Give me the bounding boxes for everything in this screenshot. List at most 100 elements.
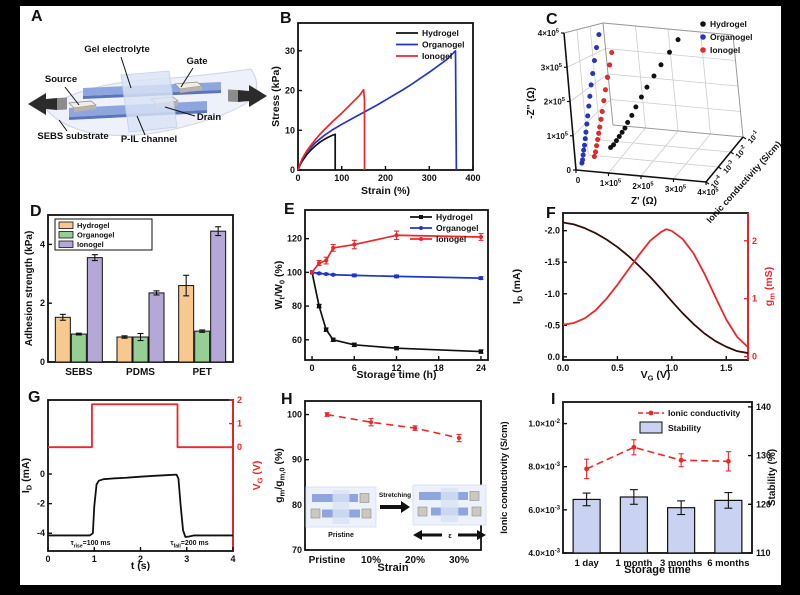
callouts: Gel electrolyte Gate Source Drain SEBS subst… [37, 44, 221, 145]
svg-text:P-IL channel: P-IL channel [121, 134, 177, 145]
svg-text:Strain: Strain [377, 562, 408, 574]
svg-text:6: 6 [352, 363, 357, 373]
svg-text:140: 140 [756, 402, 771, 412]
x-axis-label: Strain (%) [361, 185, 410, 197]
svg-text:4×105: 4×105 [538, 29, 560, 39]
panel-c: C 0 1×105 2×105 3×105 4×105 0 1×105 2×105 3×105 4… [498, 8, 783, 225]
annotation: τrise=100 ms [71, 540, 111, 550]
svg-text:Gate: Gate [186, 56, 207, 67]
svg-text:0: 0 [567, 166, 572, 175]
svg-text:1.0: 1.0 [666, 363, 679, 373]
svg-text:110: 110 [756, 548, 771, 558]
svg-text:120: 120 [756, 499, 771, 509]
series [48, 403, 233, 538]
panel-i: I 4.0×10-3 6.0×10-3 8.0×10-3 1.0×10-2 110 120… [498, 385, 781, 585]
x-axis-label: t (s) [131, 560, 150, 572]
svg-text:18: 18 [434, 363, 444, 373]
svg-text:Hydrogel: Hydrogel [710, 19, 747, 29]
svg-text:1: 1 [752, 294, 757, 304]
svg-text:2: 2 [237, 395, 242, 405]
y-axis-label-right: VG (V) [251, 461, 265, 491]
y-axis-label: Stress (kPa) [270, 66, 282, 127]
svg-text:100: 100 [287, 267, 302, 277]
svg-text:0.0: 0.0 [557, 363, 570, 373]
x-tick-label: 10% [361, 555, 381, 566]
svg-text:Organogel: Organogel [77, 231, 115, 240]
x-axis-label: Storage time [624, 564, 691, 576]
svg-text:0: 0 [295, 173, 300, 183]
conductivity-line [584, 439, 731, 480]
svg-text:1×105: 1×105 [547, 131, 569, 141]
y-axis-label: gm/gm,0 (%) [273, 448, 287, 503]
svg-text:Ionogel: Ionogel [422, 51, 452, 61]
svg-text:8.0×10-3: 8.0×10-3 [528, 461, 560, 472]
svg-text:1: 1 [92, 554, 97, 564]
svg-text:10-4: 10-4 [708, 174, 724, 190]
svg-text:-Z'' (Ω): -Z'' (Ω) [526, 87, 537, 119]
axes: 0 6 12 18 24 60 80 100 120 [287, 209, 489, 373]
svg-text:10-2: 10-2 [733, 144, 749, 160]
y-axis-label-left: ID (mA) [511, 269, 525, 304]
svg-text:10: 10 [285, 125, 295, 135]
svg-text:1×105: 1×105 [600, 179, 622, 189]
axes: 4.0×10-3 6.0×10-3 8.0×10-3 1.0×10-2 110 120 13… [528, 401, 771, 559]
x-axis-label: Strain [377, 562, 408, 574]
svg-text:0: 0 [752, 352, 757, 362]
x-tick-label: 3 months [660, 558, 702, 569]
svg-text:-1.0: -1.0 [544, 289, 560, 299]
svg-text:Organogel: Organogel [422, 40, 465, 50]
svg-text:Hydrogel: Hydrogel [436, 212, 473, 222]
svg-text:τfall=200 ms: τfall=200 ms [170, 540, 208, 550]
y-axis-label-left: Ionic conductivity (S/cm) [499, 421, 510, 533]
axes: 0 1 2 3 4 0 -2 -4 0 1 2 [37, 395, 242, 564]
y-axis-label-right: Stability (%) [767, 449, 778, 506]
svg-text:130: 130 [756, 451, 771, 461]
svg-text:6 months: 6 months [707, 558, 749, 569]
svg-text:t (s): t (s) [131, 560, 150, 572]
x-tick-label: 20% [405, 555, 425, 566]
svg-text:0: 0 [40, 357, 45, 367]
svg-text:1 day: 1 day [574, 558, 599, 569]
svg-text:Ionogel: Ionogel [77, 240, 104, 249]
x-tick-label: Pristine [309, 555, 346, 566]
svg-text:30%: 30% [449, 555, 469, 566]
figure-canvas: A Gel electrolyte Gate Source Drain SEBS sub… [20, 6, 783, 585]
y-axis-label: Wt/W0 (%) [273, 261, 287, 310]
svg-text:1 month: 1 month [615, 558, 652, 569]
svg-text:Hydrogel: Hydrogel [422, 28, 459, 38]
panel-b-label: B [280, 10, 292, 27]
x-tick-label: SEBS [65, 367, 93, 378]
panel-a-diagram: Gel electrolyte Gate Source Drain SEBS subst… [28, 44, 267, 145]
svg-text:80: 80 [292, 500, 302, 510]
svg-text:Ionic conductivity (S/cm): Ionic conductivity (S/cm) [499, 421, 510, 533]
svg-text:4×105: 4×105 [697, 188, 719, 198]
svg-text:20: 20 [285, 86, 295, 96]
svg-text:4: 4 [230, 554, 235, 564]
svg-text:0: 0 [237, 442, 242, 452]
panel-i-chart: 4.0×10-3 6.0×10-3 8.0×10-3 1.0×10-2 110 120 13… [499, 401, 778, 576]
svg-text:3 months: 3 months [660, 558, 702, 569]
svg-text:4.0×10-3: 4.0×10-3 [528, 548, 560, 559]
x-axis-label: Storage time (h) [357, 369, 437, 381]
panel-c-chart: 0 1×105 2×105 3×105 4×105 0 1×105 2×105 3×105 4×1… [526, 19, 783, 225]
svg-text:Stress (kPa): Stress (kPa) [270, 66, 282, 127]
svg-text:3×105: 3×105 [541, 63, 563, 73]
svg-text:0.5: 0.5 [611, 363, 624, 373]
svg-text:gm (mS): gm (mS) [763, 267, 777, 306]
y-axis-label: Adhesion strength (kPa) [24, 231, 35, 347]
series [562, 221, 749, 354]
legend: Ionic conductivity Stability [638, 408, 741, 434]
panel-d: D 0 2 4 SEBS PDMS PET Hydrogel Organogel Ionogel… [24, 193, 270, 385]
svg-text:10%: 10% [361, 555, 381, 566]
svg-text:Ionogel: Ionogel [710, 45, 740, 55]
annotation: τfall=200 ms [170, 540, 208, 550]
panel-f-chart: 0.0 0.5 1.0 1.5 -2.0 -1.5 -1.0 -0.5 0.0 0 1 2 VG (V)… [511, 212, 777, 383]
y-axis-label-left: ID (mA) [20, 458, 34, 493]
panel-e-chart: 0 6 12 18 24 60 80 100 120 HydrogelOrganogelIonog… [273, 209, 489, 381]
svg-text:Drain: Drain [197, 112, 221, 123]
svg-text:1: 1 [237, 419, 242, 429]
